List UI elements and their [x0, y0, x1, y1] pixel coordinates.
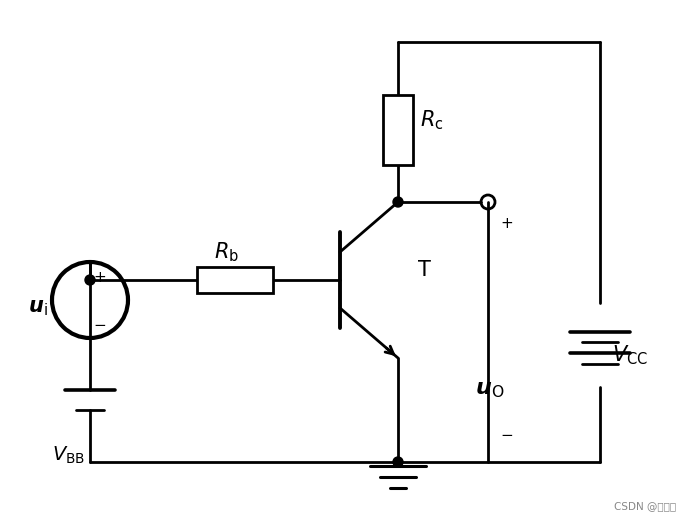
Text: $+$: $+$	[500, 216, 513, 231]
Text: $\boldsymbol{u}_{\rm O}$: $\boldsymbol{u}_{\rm O}$	[475, 380, 505, 400]
Text: T: T	[418, 260, 431, 280]
Circle shape	[393, 457, 403, 467]
Text: $R_{\rm b}$: $R_{\rm b}$	[215, 240, 239, 264]
Text: $R_{\rm c}$: $R_{\rm c}$	[420, 108, 443, 132]
Text: CSDN @妖兽唛: CSDN @妖兽唛	[614, 501, 676, 511]
Text: $-$: $-$	[500, 427, 513, 442]
Text: $-$: $-$	[93, 317, 106, 332]
Bar	[197, 267, 273, 293]
Text: $+$: $+$	[93, 270, 106, 285]
Text: $V_{\rm BB}$: $V_{\rm BB}$	[52, 445, 85, 466]
Circle shape	[85, 275, 95, 285]
Bar	[383, 95, 413, 165]
Text: $V_{\rm CC}$: $V_{\rm CC}$	[612, 343, 648, 367]
Text: $\boldsymbol{u}_{\rm i}$: $\boldsymbol{u}_{\rm i}$	[28, 298, 48, 318]
Circle shape	[393, 197, 403, 207]
